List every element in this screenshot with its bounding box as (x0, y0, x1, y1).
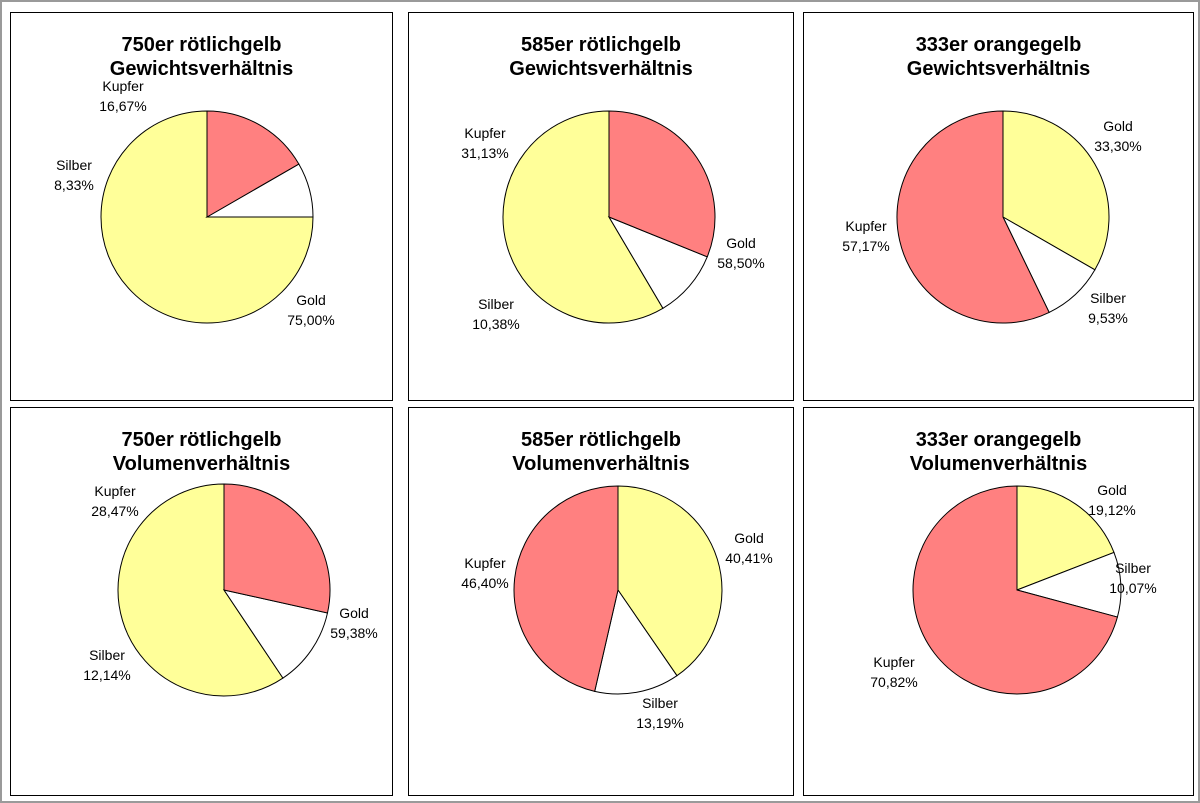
chart-title-line: Volumenverhältnis (909, 453, 1088, 475)
slice-value-label: 9,53% (1088, 310, 1128, 326)
pie-slice-gold (1016, 485, 1115, 591)
chart-title: 585er rötlichgelb Gewichtsverhältnis (409, 33, 793, 81)
chart-title: 585er rötlichgelb Volumenverhältnis (409, 428, 793, 476)
slice-value-label: 40,41% (725, 550, 772, 566)
pie-slice-gold (502, 110, 664, 324)
chart-title: 750er rötlichgelb Volumenverhältnis (11, 428, 392, 476)
pie-chart: Gold 58,50% Silber 10,38% Kupfer 31,13% (461, 110, 765, 332)
chart-title-line: 750er rötlichgelb (121, 34, 282, 56)
pie-panel: 333er orangegelb Gewichtsverhältnis Gold… (803, 12, 1194, 401)
slice-value-label: 58,50% (717, 255, 764, 271)
chart-title: 333er orangegelb Volumenverhältnis (804, 428, 1193, 476)
pie-slice-kupfer (608, 110, 716, 258)
slice-label: Silber (89, 647, 125, 663)
chart-title-line: Gewichtsverhältnis (906, 58, 1091, 80)
chart-title-line: 750er rötlichgelb (121, 429, 282, 451)
slice-value-label: 46,40% (461, 575, 508, 591)
pie-chart: Gold 75,00% Silber 8,33% Kupfer 16,67% (54, 78, 335, 328)
slice-label: Kupfer (102, 78, 144, 94)
pie-chart: Gold 40,41% Silber 13,19% Kupfer 46,40% (461, 485, 773, 731)
chart-title-line: 585er rötlichgelb (520, 34, 682, 56)
slice-label: Kupfer (464, 125, 506, 141)
chart-title: 333er orangegelb Gewichtsverhältnis (804, 33, 1193, 81)
pie-panel: 333er orangegelb Volumenverhältnis Gold 1… (803, 407, 1194, 796)
slice-value-label: 31,13% (461, 145, 508, 161)
chart-title-line: Volumenverhältnis (512, 453, 690, 475)
slice-label: Kupfer (94, 483, 136, 499)
chart-title-line: Gewichtsverhältnis (509, 58, 693, 80)
pie-slice-kupfer (206, 110, 300, 218)
pie-panel: 585er rötlichgelb Gewichtsverhältnis Gol… (408, 12, 794, 401)
pie-panel: 750er rötlichgelb Gewichtsverhältnis Gol… (10, 12, 393, 401)
slice-value-label: 70,82% (870, 674, 917, 690)
slice-label: Gold (1097, 482, 1127, 498)
pie-slice-kupfer (896, 110, 1050, 324)
pie-slice-kupfer (513, 485, 619, 692)
slice-value-label: 16,67% (99, 98, 146, 114)
chart-title-line: Volumenverhältnis (112, 453, 291, 475)
pie-chart: Gold 59,38% Silber 12,14% Kupfer 28,47% (83, 483, 378, 697)
slice-label: Gold (1103, 118, 1133, 134)
slice-label: Kupfer (873, 654, 915, 670)
slice-label: Silber (642, 695, 678, 711)
slice-label: Gold (339, 605, 369, 621)
slice-value-label: 13,19% (636, 715, 683, 731)
slice-value-label: 33,30% (1094, 138, 1141, 154)
pie-slice-silber (222, 589, 329, 679)
chart-title-line: 585er rötlichgelb (520, 429, 682, 451)
pie-chart: Gold 19,12% Silber 10,07% Kupfer 70,82% (870, 482, 1157, 695)
slice-label: Silber (478, 296, 514, 312)
slice-label: Gold (296, 292, 326, 308)
slice-label: Silber (56, 157, 92, 173)
pie-slice-gold (617, 485, 723, 677)
slice-value-label: 12,14% (83, 667, 130, 683)
slice-label: Kupfer (464, 555, 506, 571)
chart-title: 750er rötlichgelb Gewichtsverhältnis (11, 33, 392, 81)
pie-panel: 585er rötlichgelb Volumenverhältnis Gold… (408, 407, 794, 796)
pie-slice-silber (607, 215, 708, 309)
chart-title-line: 333er orangegelb (915, 34, 1082, 56)
slice-value-label: 75,00% (287, 312, 334, 328)
slice-label: Kupfer (845, 218, 887, 234)
slice-label: Silber (1115, 560, 1151, 576)
pie-slice-silber (594, 588, 678, 695)
slice-label: Gold (726, 235, 756, 251)
pie-slice-gold (1002, 110, 1110, 271)
slice-label: Silber (1090, 290, 1126, 306)
pie-chart: Gold 33,30% Silber 9,53% Kupfer 57,17% (842, 110, 1142, 326)
slice-value-label: 28,47% (91, 503, 138, 519)
slice-value-label: 19,12% (1088, 502, 1135, 518)
pie-slice-kupfer (912, 485, 1119, 695)
slice-value-label: 10,07% (1109, 580, 1156, 596)
chart-title-line: 333er orangegelb (915, 429, 1082, 451)
pie-slice-gold (117, 483, 284, 697)
slice-value-label: 10,38% (472, 316, 519, 332)
pie-slice-gold (100, 110, 314, 324)
pie-slice-kupfer (223, 483, 331, 614)
chart-title-line: Gewichtsverhältnis (109, 58, 294, 80)
slice-label: Gold (734, 530, 764, 546)
pie-panel: 750er rötlichgelb Volumenverhältnis Gold… (10, 407, 393, 796)
slice-value-label: 57,17% (842, 238, 889, 254)
slice-value-label: 59,38% (330, 625, 377, 641)
slice-value-label: 8,33% (54, 177, 94, 193)
